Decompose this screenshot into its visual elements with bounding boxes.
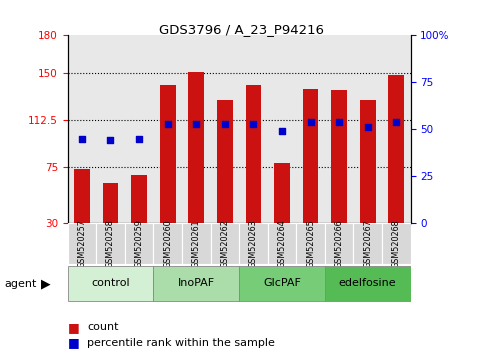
Text: GSM520267: GSM520267: [363, 219, 372, 268]
Text: GSM520263: GSM520263: [249, 219, 258, 268]
Text: edelfosine: edelfosine: [339, 278, 397, 288]
Point: [221, 121, 228, 126]
Bar: [296, 223, 325, 264]
Text: GSM520259: GSM520259: [135, 219, 143, 268]
Text: ■: ■: [68, 321, 79, 334]
Bar: [303, 89, 318, 223]
Bar: [245, 85, 261, 223]
Bar: [96, 223, 125, 264]
Bar: [188, 72, 204, 223]
Text: GSM520257: GSM520257: [77, 219, 86, 268]
Point: [135, 136, 143, 142]
Bar: [68, 266, 154, 301]
Bar: [160, 85, 175, 223]
Point: [335, 119, 343, 125]
Text: InoPAF: InoPAF: [178, 278, 215, 288]
Point: [107, 138, 114, 143]
Text: GSM520262: GSM520262: [220, 219, 229, 268]
Point: [164, 121, 171, 126]
Text: count: count: [87, 322, 118, 332]
Bar: [268, 223, 296, 264]
Point: [307, 119, 314, 125]
Bar: [239, 223, 268, 264]
Bar: [325, 223, 354, 264]
Text: GSM520258: GSM520258: [106, 219, 115, 268]
Bar: [274, 163, 290, 223]
Text: GSM520260: GSM520260: [163, 219, 172, 268]
Bar: [131, 176, 147, 223]
Text: ▶: ▶: [41, 278, 51, 290]
Text: GSM520266: GSM520266: [335, 219, 343, 268]
Point: [192, 121, 200, 126]
Bar: [182, 223, 211, 264]
Text: agent: agent: [5, 279, 37, 289]
Bar: [217, 101, 233, 223]
Text: GSM520261: GSM520261: [192, 219, 201, 268]
Bar: [325, 266, 411, 301]
Bar: [331, 90, 347, 223]
Bar: [239, 266, 325, 301]
Bar: [382, 223, 411, 264]
Point: [278, 128, 286, 134]
Bar: [102, 183, 118, 223]
Bar: [68, 223, 96, 264]
Bar: [154, 223, 182, 264]
Bar: [125, 223, 154, 264]
Point: [78, 136, 86, 142]
Text: percentile rank within the sample: percentile rank within the sample: [87, 338, 275, 348]
Point: [364, 125, 371, 130]
Point: [250, 121, 257, 126]
Text: GSM520265: GSM520265: [306, 219, 315, 268]
Bar: [154, 266, 239, 301]
Bar: [388, 75, 404, 223]
Text: ■: ■: [68, 336, 79, 349]
Bar: [211, 223, 239, 264]
Text: GlcPAF: GlcPAF: [263, 278, 301, 288]
Text: control: control: [91, 278, 130, 288]
Text: GSM520264: GSM520264: [277, 219, 286, 268]
Point: [392, 119, 400, 125]
Bar: [74, 169, 90, 223]
Text: GDS3796 / A_23_P94216: GDS3796 / A_23_P94216: [159, 23, 324, 36]
Bar: [354, 223, 382, 264]
Text: GSM520268: GSM520268: [392, 219, 401, 268]
Bar: [360, 101, 376, 223]
